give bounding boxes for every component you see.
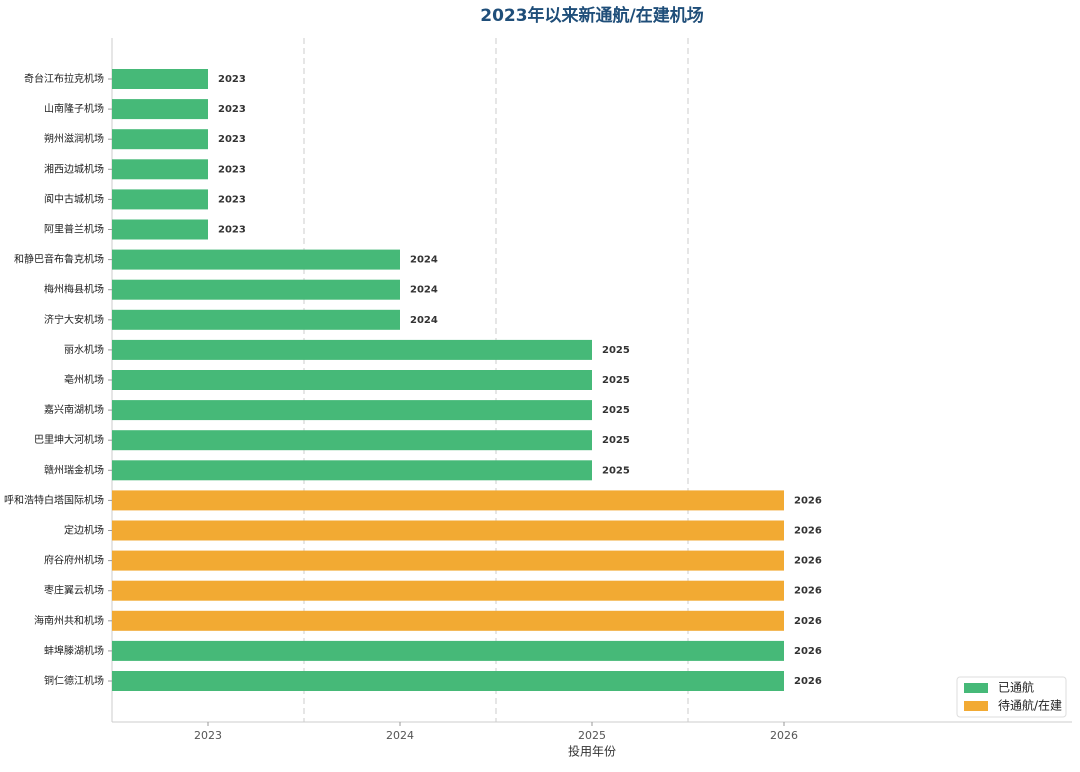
y-tick-label: 奇台江布拉克机场 [24, 72, 104, 85]
value-label: 2023 [218, 74, 246, 85]
y-tick-label: 蚌埠滕湖机场 [44, 644, 104, 657]
value-label: 2023 [218, 194, 246, 205]
value-label: 2024 [410, 255, 438, 266]
y-tick-label: 巴里坤大河机场 [34, 433, 104, 446]
value-label: 2024 [410, 285, 438, 296]
value-label: 2026 [794, 646, 822, 657]
bar [112, 129, 208, 150]
value-label: 2025 [602, 435, 630, 446]
bar [112, 460, 592, 481]
y-tick-label: 阿里普兰机场 [44, 223, 104, 236]
y-tick-label: 湘西边城机场 [44, 162, 104, 175]
bar [112, 430, 592, 451]
legend-label: 待通航/在建 [998, 698, 1062, 713]
y-tick-label: 府谷府州机场 [44, 554, 104, 567]
legend-swatch [964, 683, 988, 693]
legend-label: 已通航 [998, 680, 1034, 695]
value-label: 2024 [410, 315, 438, 326]
y-tick-label: 枣庄翼云机场 [44, 584, 104, 597]
value-label: 2023 [218, 225, 246, 236]
value-label: 2026 [794, 556, 822, 567]
value-label: 2025 [602, 465, 630, 476]
y-tick-label: 亳州机场 [64, 373, 104, 386]
value-label: 2025 [602, 345, 630, 356]
value-label: 2023 [218, 164, 246, 175]
bar [112, 400, 592, 421]
value-label: 2026 [794, 616, 822, 627]
bar [112, 219, 208, 240]
bar [112, 550, 784, 571]
bar [112, 370, 592, 390]
value-label: 2023 [218, 134, 246, 145]
x-tick-label: 2024 [386, 729, 414, 742]
value-label: 2025 [602, 405, 630, 416]
y-tick-label: 梅州梅县机场 [44, 283, 104, 296]
value-label: 2026 [794, 526, 822, 537]
y-tick-label: 阆中古城机场 [44, 192, 104, 205]
bar [112, 189, 208, 210]
x-axis-label: 投用年份 [568, 744, 616, 759]
value-label: 2026 [794, 495, 822, 506]
x-tick-label: 2025 [578, 729, 606, 742]
y-tick-label: 铜仁德江机场 [44, 674, 104, 687]
legend-swatch [964, 701, 988, 711]
bar [112, 640, 784, 661]
value-label: 2026 [794, 586, 822, 597]
chart-title: 2023年以来新通航/在建机场 [480, 5, 704, 26]
bar [112, 490, 784, 511]
y-tick-label: 济宁大安机场 [44, 313, 104, 326]
y-tick-label: 丽水机场 [64, 343, 104, 356]
bar [112, 339, 592, 360]
y-tick-label: 和静巴音布鲁克机场 [14, 253, 104, 266]
bar [112, 309, 400, 330]
bar [112, 69, 208, 89]
bar [112, 580, 784, 601]
bar [112, 671, 784, 691]
y-tick-label: 朔州滋润机场 [44, 132, 104, 145]
y-tick-label: 赣州瑞金机场 [44, 463, 104, 476]
value-label: 2025 [602, 375, 630, 386]
bar [112, 610, 784, 631]
x-tick-label: 2026 [770, 729, 798, 742]
bar [112, 520, 784, 541]
bar [112, 159, 208, 180]
value-label: 2026 [794, 676, 822, 687]
value-label: 2023 [218, 104, 246, 115]
bar [112, 99, 208, 120]
x-tick-label: 2023 [194, 729, 222, 742]
y-tick-label: 呼和浩特白塔国际机场 [4, 493, 104, 506]
bar [112, 279, 400, 300]
y-tick-label: 定边机场 [64, 524, 104, 537]
bar [112, 249, 400, 270]
y-tick-label: 嘉兴南湖机场 [44, 403, 104, 416]
y-tick-label: 海南州共和机场 [34, 614, 104, 627]
y-tick-label: 山南隆子机场 [44, 102, 104, 115]
